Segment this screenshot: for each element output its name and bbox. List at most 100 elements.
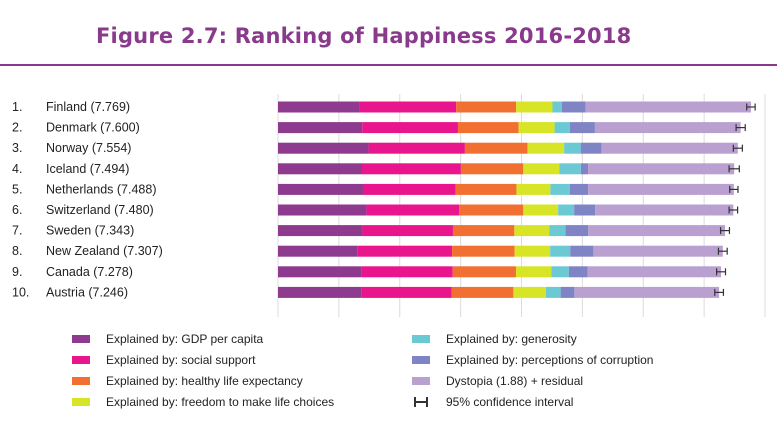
bar-segment-gdp: [278, 122, 363, 134]
bar-segment-gdp: [278, 183, 363, 195]
bar-segment-dystopia: [588, 225, 726, 237]
bar-segment-generosity: [551, 266, 569, 278]
bar-segment-generosity: [550, 245, 571, 257]
bar-segment-dystopia: [574, 286, 720, 298]
rank-label: 7.: [12, 224, 22, 238]
legend-swatch-health: [72, 377, 90, 385]
bar-segment-social: [362, 225, 453, 237]
bar-segment-freedom: [527, 142, 565, 154]
chart-legend: Explained by: GDP per capita Explained b…: [72, 332, 732, 416]
rank-label: 3.: [12, 141, 22, 155]
bar-segment-corruption: [580, 142, 602, 154]
legend-item-generosity: Explained by: generosity: [412, 332, 577, 346]
bar-segment-dystopia: [587, 266, 722, 278]
bar-segment-corruption: [569, 122, 595, 134]
bar-segment-dystopia: [588, 183, 734, 195]
bar-segment-social: [368, 142, 465, 154]
legend-item-health: Explained by: healthy life expectancy: [72, 374, 303, 388]
rank-label: 5.: [12, 182, 22, 196]
bar-segment-generosity: [550, 183, 570, 195]
bar-segment-dystopia: [595, 204, 734, 216]
bar-segment-corruption: [570, 245, 594, 257]
bar-segment-health: [452, 245, 515, 257]
legend-swatch-generosity: [412, 335, 430, 343]
bar-segment-gdp: [278, 142, 369, 154]
country-label: New Zealand (7.307): [46, 244, 163, 258]
legend-label-confidence-interval: 95% confidence interval: [446, 395, 574, 409]
bar-segment-freedom: [515, 266, 552, 278]
bar-segment-corruption: [565, 225, 589, 237]
legend-label-corruption: Explained by: perceptions of corruption: [446, 353, 654, 367]
legend-label-freedom: Explained by: freedom to make life choic…: [106, 395, 335, 409]
bar-segment-dystopia: [601, 142, 738, 154]
bar-segment-generosity: [564, 142, 581, 154]
bar-segment-generosity: [554, 122, 570, 134]
bar-segment-gdp: [278, 101, 360, 113]
happiness-bar-chart: 1. Finland (7.769) 2. Denmark (7.600) 3. Norw…: [12, 94, 766, 317]
bar-segment-social: [361, 286, 452, 298]
bar-segment-social: [359, 101, 457, 113]
bar-segment-health: [452, 266, 516, 278]
rank-label: 10.: [12, 285, 29, 299]
bar-segment-gdp: [278, 286, 362, 298]
bar-segment-dystopia: [588, 163, 735, 175]
bar-segment-freedom: [516, 183, 551, 195]
bar-segment-dystopia: [593, 245, 723, 257]
rank-label: 8.: [12, 244, 22, 258]
country-label: Finland (7.769): [46, 100, 130, 114]
rank-label: 6.: [12, 203, 22, 217]
bar-segment-dystopia: [594, 122, 741, 134]
bar-segment-corruption: [560, 286, 575, 298]
bar-segment-social: [361, 266, 453, 278]
bar-segment-social: [357, 245, 453, 257]
country-label: Iceland (7.494): [46, 162, 129, 176]
bar-segment-generosity: [549, 225, 566, 237]
bar-segment-social: [362, 183, 456, 195]
title-divider: [0, 64, 777, 66]
bar-segment-health: [451, 286, 514, 298]
bar-segment-freedom: [518, 122, 555, 134]
legend-item-confidence-interval: 95% confidence interval: [412, 395, 573, 409]
legend-swatch-social: [72, 356, 90, 364]
bar-segment-social: [362, 163, 461, 175]
legend-label-social: Explained by: social support: [106, 353, 256, 367]
country-label: Norway (7.554): [46, 141, 131, 155]
bar-segment-gdp: [278, 163, 363, 175]
rank-label: 9.: [12, 265, 22, 279]
country-label: Denmark (7.600): [46, 121, 140, 135]
bar-segment-gdp: [278, 204, 367, 216]
legend-swatch-freedom: [72, 398, 90, 406]
bar-segment-health: [460, 163, 524, 175]
bar-segment-corruption: [569, 183, 589, 195]
legend-swatch-dystopia: [412, 377, 430, 385]
country-label: Austria (7.246): [46, 285, 128, 299]
bar-segment-gdp: [278, 266, 362, 278]
legend-label-dystopia: Dystopia (1.88) + residual: [446, 374, 584, 388]
legend-item-freedom: Explained by: freedom to make life choic…: [72, 395, 334, 409]
bar-segment-freedom: [513, 286, 546, 298]
bar-segment-dystopia: [585, 101, 751, 113]
rank-label: 2.: [12, 121, 22, 135]
legend-label-health: Explained by: healthy life expectancy: [106, 374, 303, 388]
country-label: Switzerland (7.480): [46, 203, 154, 217]
bar-segment-freedom: [514, 225, 550, 237]
bar-segment-corruption: [574, 204, 596, 216]
country-label: Canada (7.278): [46, 265, 133, 279]
legend-label-gdp: Explained by: GDP per capita: [106, 332, 264, 346]
bar-segment-health: [464, 142, 528, 154]
bar-segment-freedom: [523, 163, 560, 175]
bar-segment-health: [452, 225, 515, 237]
bar-segment-gdp: [278, 245, 358, 257]
bar-segment-corruption: [568, 266, 588, 278]
legend-label-generosity: Explained by: generosity: [446, 332, 577, 346]
bar-segment-freedom: [514, 245, 551, 257]
country-label: Sweden (7.343): [46, 224, 134, 238]
bar-segment-health: [459, 204, 524, 216]
bar-segment-health: [457, 122, 519, 134]
bar-segment-health: [456, 101, 517, 113]
bar-segment-generosity: [552, 101, 562, 113]
bar-segment-generosity: [559, 163, 581, 175]
bar-segment-freedom: [523, 204, 559, 216]
bar-segment-social: [362, 122, 458, 134]
bar-segment-freedom: [516, 101, 553, 113]
